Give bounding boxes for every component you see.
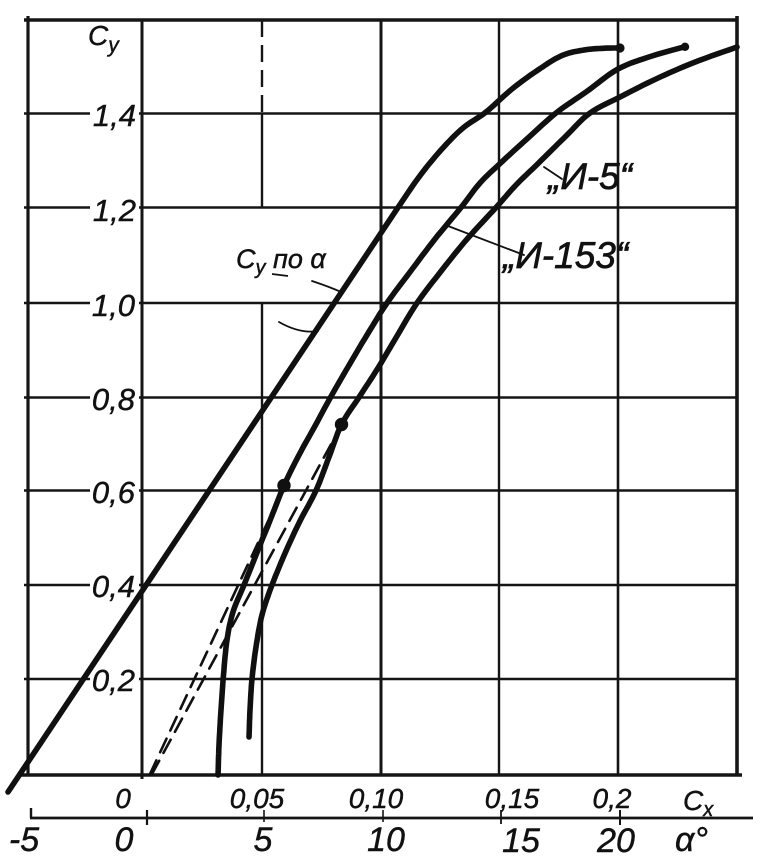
svg-text:Cy по α: Cy по α [236,244,327,279]
svg-text:15: 15 [502,822,540,860]
svg-text:0,8: 0,8 [92,382,136,417]
svg-text:1,4: 1,4 [93,98,136,133]
svg-text:0,4: 0,4 [92,569,135,604]
svg-text:0,6: 0,6 [92,475,136,510]
svg-text:20: 20 [596,822,635,860]
svg-text:0: 0 [115,783,131,814]
svg-text:10: 10 [367,821,405,859]
svg-text:1,2: 1,2 [93,193,136,228]
svg-text:Cy: Cy [88,20,120,57]
svg-text:α°: α° [675,821,708,859]
svg-text:0,05: 0,05 [230,783,285,814]
svg-text:Cx: Cx [683,785,714,821]
svg-text:„И-5“: „И-5“ [546,156,634,197]
svg-text:5: 5 [254,821,273,859]
svg-text:0,10: 0,10 [349,783,404,814]
svg-text:„И-153“: „И-153“ [501,235,630,276]
svg-text:0,2: 0,2 [92,663,135,698]
svg-text:0: 0 [115,821,134,859]
svg-text:0,15: 0,15 [485,783,540,814]
svg-text:1,0: 1,0 [92,288,135,323]
svg-text:-5: -5 [9,821,39,859]
svg-text:0,2: 0,2 [593,783,632,814]
